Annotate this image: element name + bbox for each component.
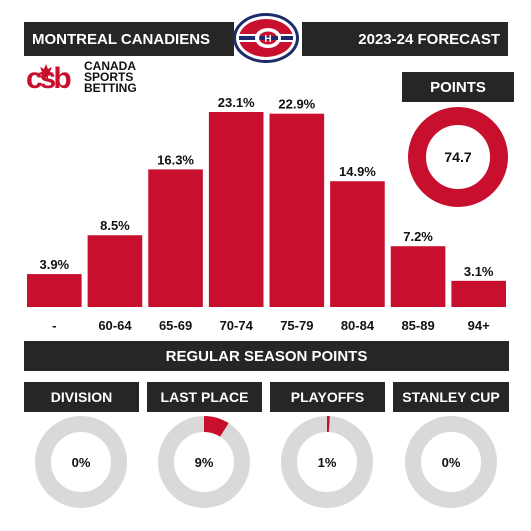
x-tick-label-2: 60-64: [98, 318, 132, 333]
bar-8: [451, 280, 506, 307]
odds-value-last-place: 9%: [195, 455, 214, 470]
brand-line-2: SPORTS: [84, 70, 134, 84]
x-tick-label-3: 65-69: [159, 318, 192, 333]
canadiens-logo-icon: H: [233, 13, 299, 63]
odds-ring-playoffs: 1%: [280, 415, 374, 509]
bar-2: [87, 235, 143, 307]
bar-4: [208, 112, 264, 307]
x-tick-label-1: -: [52, 318, 56, 333]
bar-3: [148, 169, 203, 307]
odds-ring-stanley-cup: 0%: [404, 415, 498, 509]
odds-value-division: 0%: [72, 455, 91, 470]
odds-label-playoffs: PLAYOFFS: [270, 382, 385, 412]
data-label-7: 7.2%: [403, 229, 433, 244]
points-value: 74.7: [444, 149, 471, 165]
svg-text:csb: csb: [26, 62, 71, 94]
bar-5: [269, 113, 325, 307]
points-ring: 74.7: [406, 105, 510, 209]
odds-label-stanley-cup: STANLEY CUP: [393, 382, 509, 412]
bar-1: [27, 274, 82, 307]
x-axis-title: REGULAR SEASON POINTS: [24, 341, 509, 371]
x-tick-label-5: 75-79: [280, 318, 313, 333]
svg-text:H: H: [264, 34, 271, 45]
odds-ring-division: 0%: [34, 415, 128, 509]
x-tick-label-4: 70-74: [220, 318, 254, 333]
x-tick-label-6: 80-84: [341, 318, 375, 333]
data-label-5: 22.9%: [278, 97, 315, 112]
data-label-3: 16.3%: [157, 152, 194, 167]
odds-arc: [158, 416, 250, 508]
odds-ring-last-place: 9%: [157, 415, 251, 509]
header-season-forecast: 2023-24 FORECAST: [302, 22, 508, 56]
x-tick-label-7: 85-89: [401, 318, 434, 333]
data-label-4: 23.1%: [218, 95, 255, 110]
csb-logo-icon: csb: [26, 62, 74, 94]
brand-line-1: CANADA: [84, 59, 136, 73]
data-label-8: 3.1%: [464, 264, 494, 279]
x-tick-label-8: 94+: [468, 318, 490, 333]
data-label-1: 3.9%: [39, 257, 69, 272]
points-label: POINTS: [402, 72, 514, 102]
header-team-name: MONTREAL CANADIENS: [24, 22, 234, 56]
bar-6: [330, 181, 385, 307]
odds-label-last-place: LAST PLACE: [147, 382, 262, 412]
odds-value-playoffs: 1%: [318, 455, 337, 470]
team-logo: H: [230, 8, 302, 68]
brand-line-3: BETTING: [84, 81, 137, 95]
bar-7: [390, 246, 446, 307]
canada-sports-betting-logo: csb CANADA SPORTS BETTING: [26, 60, 176, 96]
data-label-6: 14.9%: [339, 164, 376, 179]
odds-label-division: DIVISION: [24, 382, 139, 412]
data-label-2: 8.5%: [100, 218, 130, 233]
odds-arc: [281, 416, 373, 508]
odds-value-stanley-cup: 0%: [442, 455, 461, 470]
